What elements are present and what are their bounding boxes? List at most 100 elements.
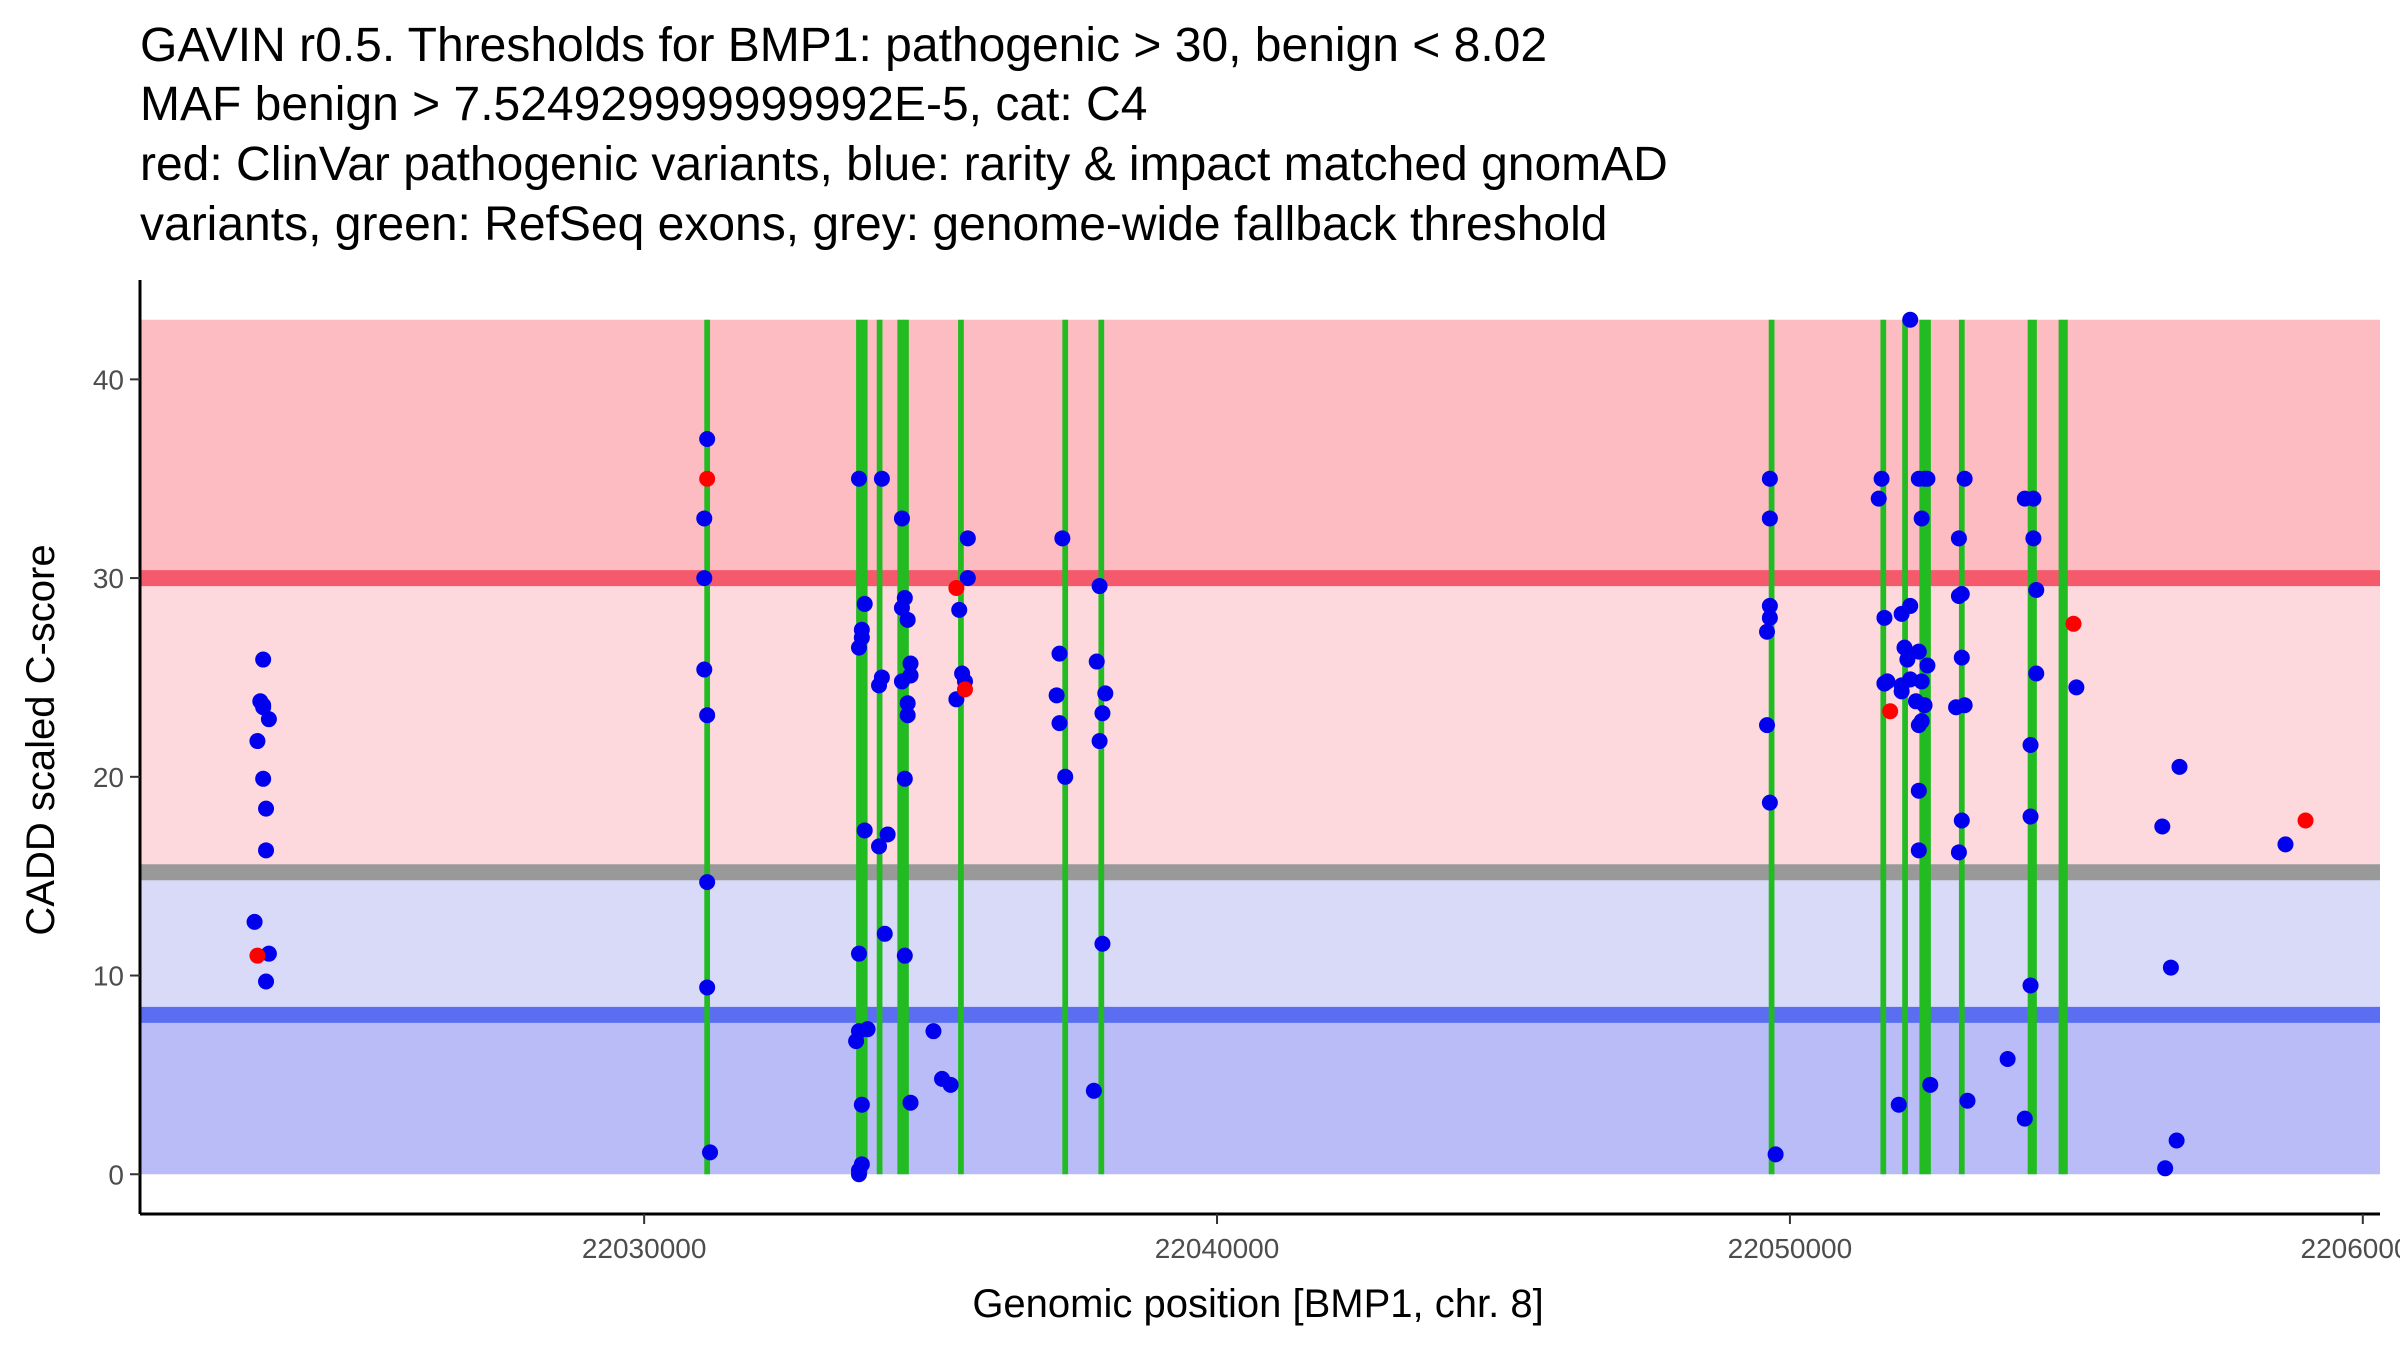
gnomad-point [1091,733,1108,750]
gnomad-point [959,570,976,587]
gnomad-point [1085,1082,1102,1099]
axes [130,280,2380,1224]
gnomad-point [1091,578,1108,595]
gnomad-point [1910,643,1927,660]
gnomad-point [1876,609,1893,626]
gnomad-point [255,770,272,787]
x-axis-title: Genomic position [BMP1, chr. 8] [972,1282,1543,1326]
exon-line [1958,319,1965,1175]
gnomad-point [1956,470,1973,487]
gnomad-point [696,510,713,527]
exon-line [2058,319,2068,1175]
gnomad-point [1051,645,1068,662]
gnomad-point [899,695,916,712]
gnomad-point [871,677,888,694]
threshold-zones [140,319,2380,1175]
gnomad-point [260,711,277,728]
gnomad-point [902,667,919,684]
gnomad-point [2022,737,2039,754]
gnomad-point [1953,649,1970,666]
gnomad-point [1097,685,1114,702]
gnomad-point [699,707,716,724]
y-axis-title: CADD scaled C-score [19,544,63,935]
title-line-1: GAVIN r0.5. Thresholds for BMP1: pathoge… [140,19,1547,72]
gnomad-point [850,470,867,487]
gnomad-point [258,800,275,817]
gnomad-point [859,1021,876,1038]
gnomad-point [1916,697,1933,714]
gnomad-point [1761,609,1778,626]
gnomad-point [1950,530,1967,547]
gnomad-point [258,842,275,859]
benign-zone [140,1014,2380,1175]
gnomad-point [1870,490,1887,507]
gnomad-point [1876,675,1893,692]
title-line-4: variants, green: RefSeq exons, grey: gen… [140,198,1607,251]
gnomad-point [246,913,263,930]
tick-labels: 0 10 20 30 40 22030000 22040000 22050000 2206000… [93,364,2400,1264]
x-tick-label: 22050000 [1728,1233,1853,1264]
gnomad-point [1759,717,1776,734]
gnomad-point [942,1076,959,1093]
gnomad-point [2022,977,2039,994]
gnomad-point [2168,1132,2185,1149]
gnomad-point [255,651,272,668]
gnomad-point [1899,651,1916,668]
title-line-3: red: ClinVar pathogenic variants, blue: … [140,138,1668,191]
gnomad-point [1902,597,1919,614]
gnomad-point [2154,818,2171,835]
gnomad-point [1956,697,1973,714]
gnomad-point [258,973,275,990]
gnomad-point [1953,812,1970,829]
clinvar-point [1882,703,1899,720]
gnomad-point [1057,768,1074,785]
gnomad-point [1953,585,1970,602]
gnomad-point [2016,1110,2033,1127]
gnomad-point [856,822,873,839]
gnomad-point [902,655,919,672]
gnomad-point [850,1166,867,1183]
gnomad-point [893,510,910,527]
x-tick-label: 22040000 [1155,1233,1280,1264]
gnomad-point [1761,470,1778,487]
gnomad-point [696,570,713,587]
gnomad-point [871,838,888,855]
gnomad-point [1094,705,1111,722]
gnomad-point [2028,665,2045,682]
gnomad-point [2068,679,2085,696]
clinvar-point [948,580,965,597]
clinvar-point [699,470,716,487]
gnomad-point [848,1033,865,1050]
gnomad-point [893,599,910,616]
clinvar-point [249,947,266,964]
gnomad-point [925,1023,942,1040]
gnomad-point [2025,490,2042,507]
gnomad-point [959,530,976,547]
y-tick-label: 20 [93,762,124,793]
gnomad-point [249,733,266,750]
gnomad-point [1919,470,1936,487]
y-tick-label: 30 [93,563,124,594]
exon-line [1919,319,1931,1175]
gnomad-point [2157,1160,2174,1177]
gnomad-point [1761,794,1778,811]
gnomad-point [856,595,873,612]
gnomad-point [951,601,968,618]
vus-upper-zone [140,578,2380,873]
y-tick-label: 10 [93,961,124,992]
gnomad-point [1094,935,1111,952]
gnomad-point [1913,510,1930,527]
gnomad-point [699,979,716,996]
exon-line [1880,319,1887,1175]
gnomad-point [853,1096,870,1113]
gnomad-point [1922,1076,1939,1093]
gnomad-point [1088,653,1105,670]
exon-line [1902,319,1908,1175]
gnomad-point [2277,836,2294,853]
exon-line [958,319,964,1175]
gnomad-point [896,947,913,964]
gnomad-point [1913,673,1930,690]
gnomad-point [1759,623,1776,640]
gnomad-point [1959,1092,1976,1109]
gnomad-point [850,945,867,962]
